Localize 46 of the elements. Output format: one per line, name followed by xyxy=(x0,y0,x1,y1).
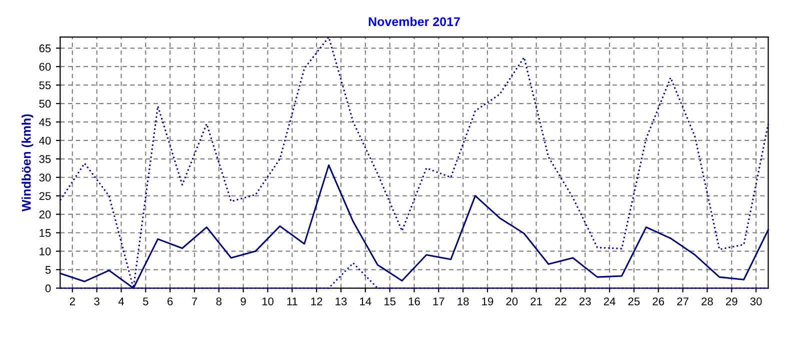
x-tick-label: 25 xyxy=(628,297,640,306)
y-tick-label: 40 xyxy=(39,136,51,145)
x-tick-label: 24 xyxy=(604,297,616,306)
x-tick-label: 14 xyxy=(360,298,372,306)
x-tick-label: 11 xyxy=(287,298,298,306)
y-tick-label: 50 xyxy=(39,100,51,108)
y-tick-label: 45 xyxy=(39,118,51,126)
chart-title: November 2017 xyxy=(368,16,460,26)
x-tick-label: 13 xyxy=(336,297,347,306)
x-tick-label: 17 xyxy=(433,298,444,306)
x-tick-label: 26 xyxy=(652,297,664,306)
x-tick-label: 2 xyxy=(70,297,75,306)
x-tick-label: 5 xyxy=(143,298,148,306)
x-tick-label: 19 xyxy=(482,297,494,306)
x-tick-label: 22 xyxy=(555,297,566,306)
x-tick-label: 9 xyxy=(240,297,246,306)
x-tick-label: 29 xyxy=(726,297,738,306)
x-tick-label: 16 xyxy=(408,297,420,306)
x-tick-label: 18 xyxy=(458,297,469,306)
x-tick-label: 12 xyxy=(311,297,322,306)
y-tick-label: 25 xyxy=(39,192,51,200)
line-series xyxy=(59,36,770,289)
y-axis-title: Windböen (kmh) xyxy=(22,114,34,212)
y-tick-label: 55 xyxy=(39,81,51,90)
y-tick-label: 20 xyxy=(39,210,51,218)
x-tick-label: 4 xyxy=(118,298,124,306)
x-tick-label: 15 xyxy=(384,298,396,306)
x-tick-label: 7 xyxy=(192,298,198,306)
x-tick-label: 21 xyxy=(530,297,542,306)
x-tick-label: 27 xyxy=(677,297,688,306)
x-tick-label: 6 xyxy=(168,297,173,306)
x-tick-label: 10 xyxy=(262,297,274,306)
x-tick-label: 23 xyxy=(580,297,591,306)
x-tick-label: 20 xyxy=(506,297,518,306)
x-tick-label: 28 xyxy=(702,297,713,306)
x-tick-label: 8 xyxy=(216,297,222,306)
y-tick-label: 15 xyxy=(40,229,51,237)
y-tick-label: 10 xyxy=(40,247,51,256)
x-tick-label: 3 xyxy=(94,297,100,306)
y-tick-label: 35 xyxy=(39,155,51,164)
y-tick-label: 5 xyxy=(45,266,51,274)
y-tick-label: 60 xyxy=(39,62,51,71)
y-tick-label: 0 xyxy=(45,284,51,292)
x-tick-label: 30 xyxy=(750,297,762,306)
y-tick-label: 65 xyxy=(39,44,51,52)
y-tick-label: 30 xyxy=(39,174,51,182)
